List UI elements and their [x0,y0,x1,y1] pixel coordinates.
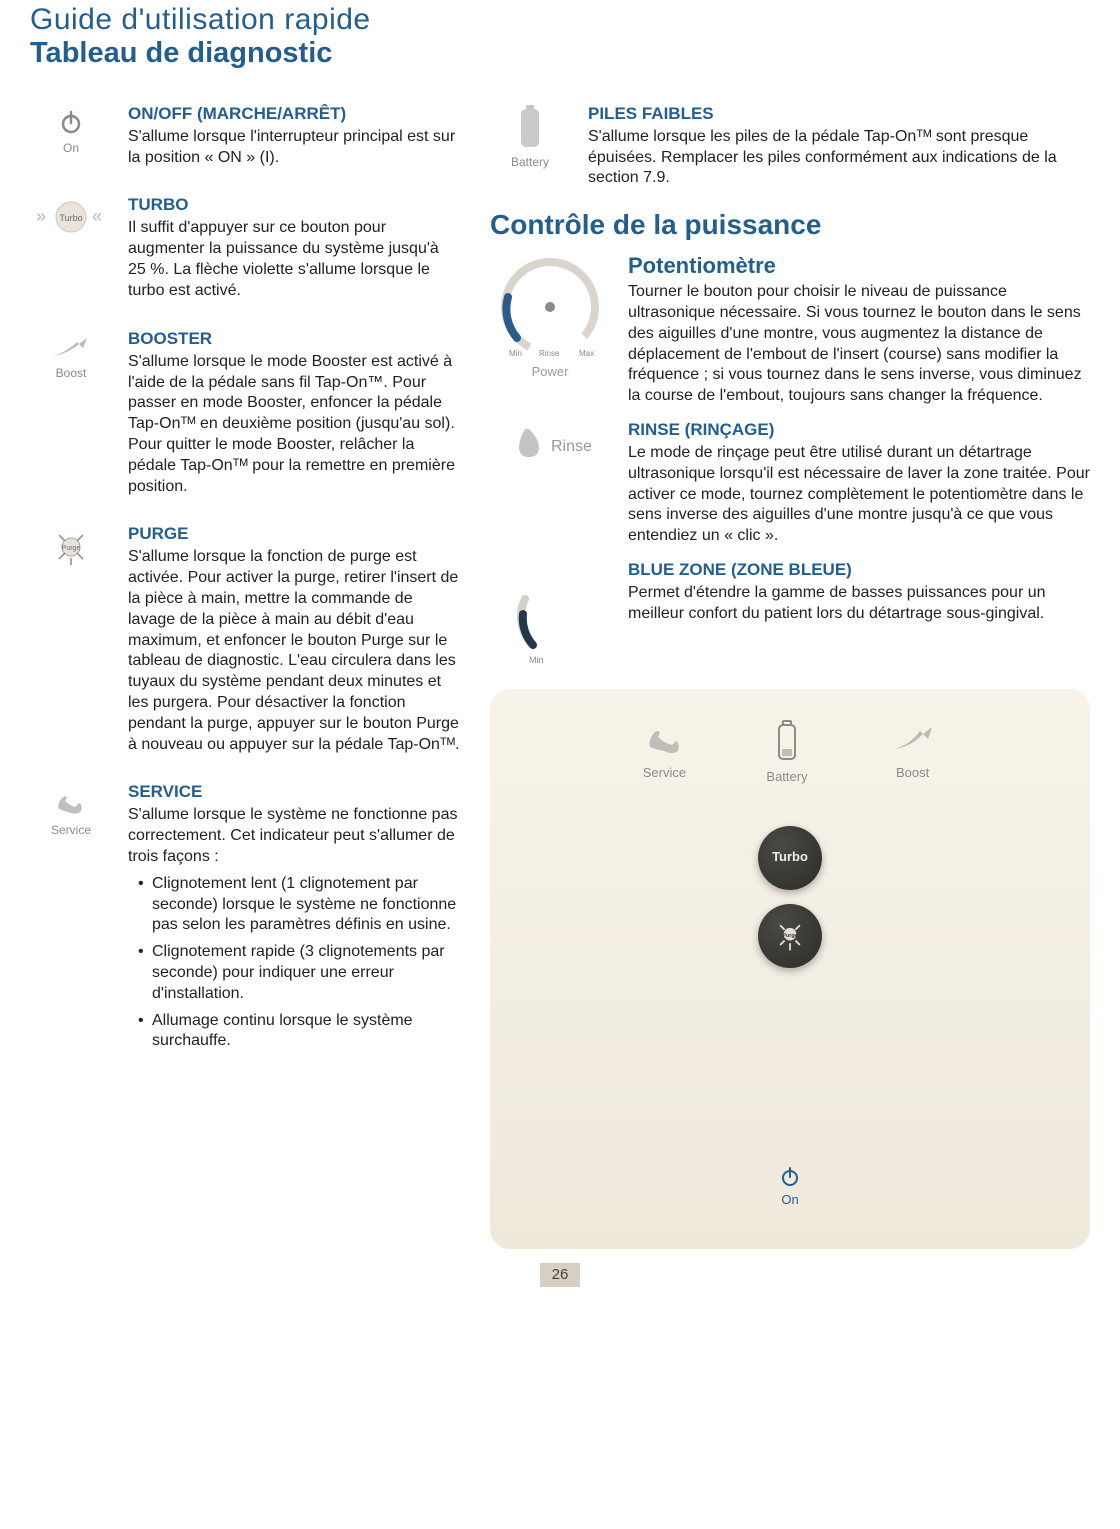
dial-min-label: Min [509,349,522,358]
entry-service: Service SERVICE S'allume lorsque le syst… [30,781,460,1058]
panel-label: Service [643,765,686,782]
entry-title: BLUE ZONE (ZONE BLEUE) [628,559,1090,581]
entry-bluezone: Min BLUE ZONE (ZONE BLEUE) Permet d'éten… [490,559,1090,669]
page-supertitle: Guide d'utilisation rapide [30,0,1120,39]
entry-title: BOOSTER [128,328,460,350]
entry-text: Le mode de rinçage peut être utilisé dur… [628,443,1090,547]
service-intro: S'allume lorsque le système ne fonctionn… [128,806,457,865]
power-icon [778,1164,802,1188]
panel-on: On [778,1164,802,1209]
entry-title: ON/OFF (MARCHE/ARRÊT) [128,103,460,125]
entry-purge: Purge PURGE S'allume lorsque la fonction… [30,523,460,755]
left-column: On ON/OFF (MARCHE/ARRÊT) S'allume lorsqu… [30,103,460,1249]
boost-icon [888,719,938,759]
panel-label: Battery [766,769,807,786]
power-dial-icon: Min Rinse Max Power [495,252,605,382]
panel-turbo-label: Turbo [772,849,808,866]
turbo-icon: » Turbo « [30,198,112,236]
icon-label: Battery [511,155,549,171]
battery-icon [517,103,543,151]
svg-text:Purge: Purge [62,545,81,552]
boost-icon [49,332,93,362]
service-bullet: Clignotement rapide (3 clignotements par… [138,942,460,1004]
icon-label: Boost [56,366,87,382]
panel-turbo-button: Turbo [758,826,822,890]
entry-title: SERVICE [128,781,460,803]
dial-caption: Power [532,364,570,379]
entry-text: Il suffit d'appuyer sur ce bouton pour a… [128,218,460,301]
icon-label: On [63,141,79,157]
panel-service: Service [642,719,686,786]
svg-text:Turbo: Turbo [59,213,82,223]
service-bullet: Clignotement lent (1 clignotement par se… [138,874,460,936]
panel-purge-button: Purge [758,904,822,968]
right-column: Battery PILES FAIBLES S'allume lorsque l… [490,103,1090,1249]
power-section-title: Contrôle de la puissance [490,207,1090,243]
entry-text: Permet d'étendre la gamme de basses puis… [628,583,1090,625]
entry-text: Tourner le bouton pour choisir le niveau… [628,282,1090,407]
entry-title: PURGE [128,523,460,545]
service-icon [51,785,91,819]
dial-max-label: Max [579,349,594,358]
entry-title: RINSE (RINÇAGE) [628,419,1090,441]
entry-battery: Battery PILES FAIBLES S'allume lorsque l… [490,103,1090,189]
panel-battery: Battery [766,719,807,786]
dial-rinse-label: Rinse [539,349,560,358]
entry-text: S'allume lorsque le système ne fonctionn… [128,805,460,1052]
service-bullet: Allumage continu lorsque le système surc… [138,1011,460,1053]
panel-label: Boost [896,765,929,782]
entry-title: PILES FAIBLES [588,103,1090,125]
entry-title: Potentiomètre [628,252,1090,281]
entry-text: S'allume lorsque les piles de la pédale … [588,127,1090,189]
entry-rinse: Rinse RINSE (RINÇAGE) Le mode de rinçage… [490,419,1090,547]
entry-turbo: » Turbo « TURBO Il suffit d'appuyer sur … [30,194,460,301]
page-title: Tableau de diagnostic [30,35,1120,73]
entry-onoff: On ON/OFF (MARCHE/ARRÊT) S'allume lorsqu… [30,103,460,169]
panel-label: On [781,1192,798,1209]
svg-text:Min: Min [529,655,544,665]
purge-icon: Purge [772,918,808,954]
panel-boost: Boost [888,719,938,786]
entry-power: Min Rinse Max Power Potentiomètre Tourne… [490,252,1090,407]
svg-text:Purge: Purge [782,933,797,939]
svg-text:Rinse: Rinse [551,438,592,455]
page-number: 26 [540,1263,580,1287]
entry-booster: Boost BOOSTER S'allume lorsque le mode B… [30,328,460,498]
entry-text: S'allume lorsque la fonction de purge es… [128,547,460,755]
control-panel-illustration: Service Battery Boost [490,689,1090,1249]
power-icon [56,107,86,137]
entry-text: S'allume lorsque l'interrupteur principa… [128,127,460,169]
purge-icon: Purge [51,527,91,567]
service-icon [642,719,686,759]
bluezone-icon: Min [505,559,595,669]
entry-text: S'allume lorsque le mode Booster est act… [128,352,460,498]
icon-label: Service [51,823,91,839]
svg-text:«: « [92,206,102,226]
rinse-icon: Rinse [505,419,595,469]
battery-icon [774,719,800,763]
entry-title: TURBO [128,194,460,216]
svg-text:»: » [36,206,46,226]
